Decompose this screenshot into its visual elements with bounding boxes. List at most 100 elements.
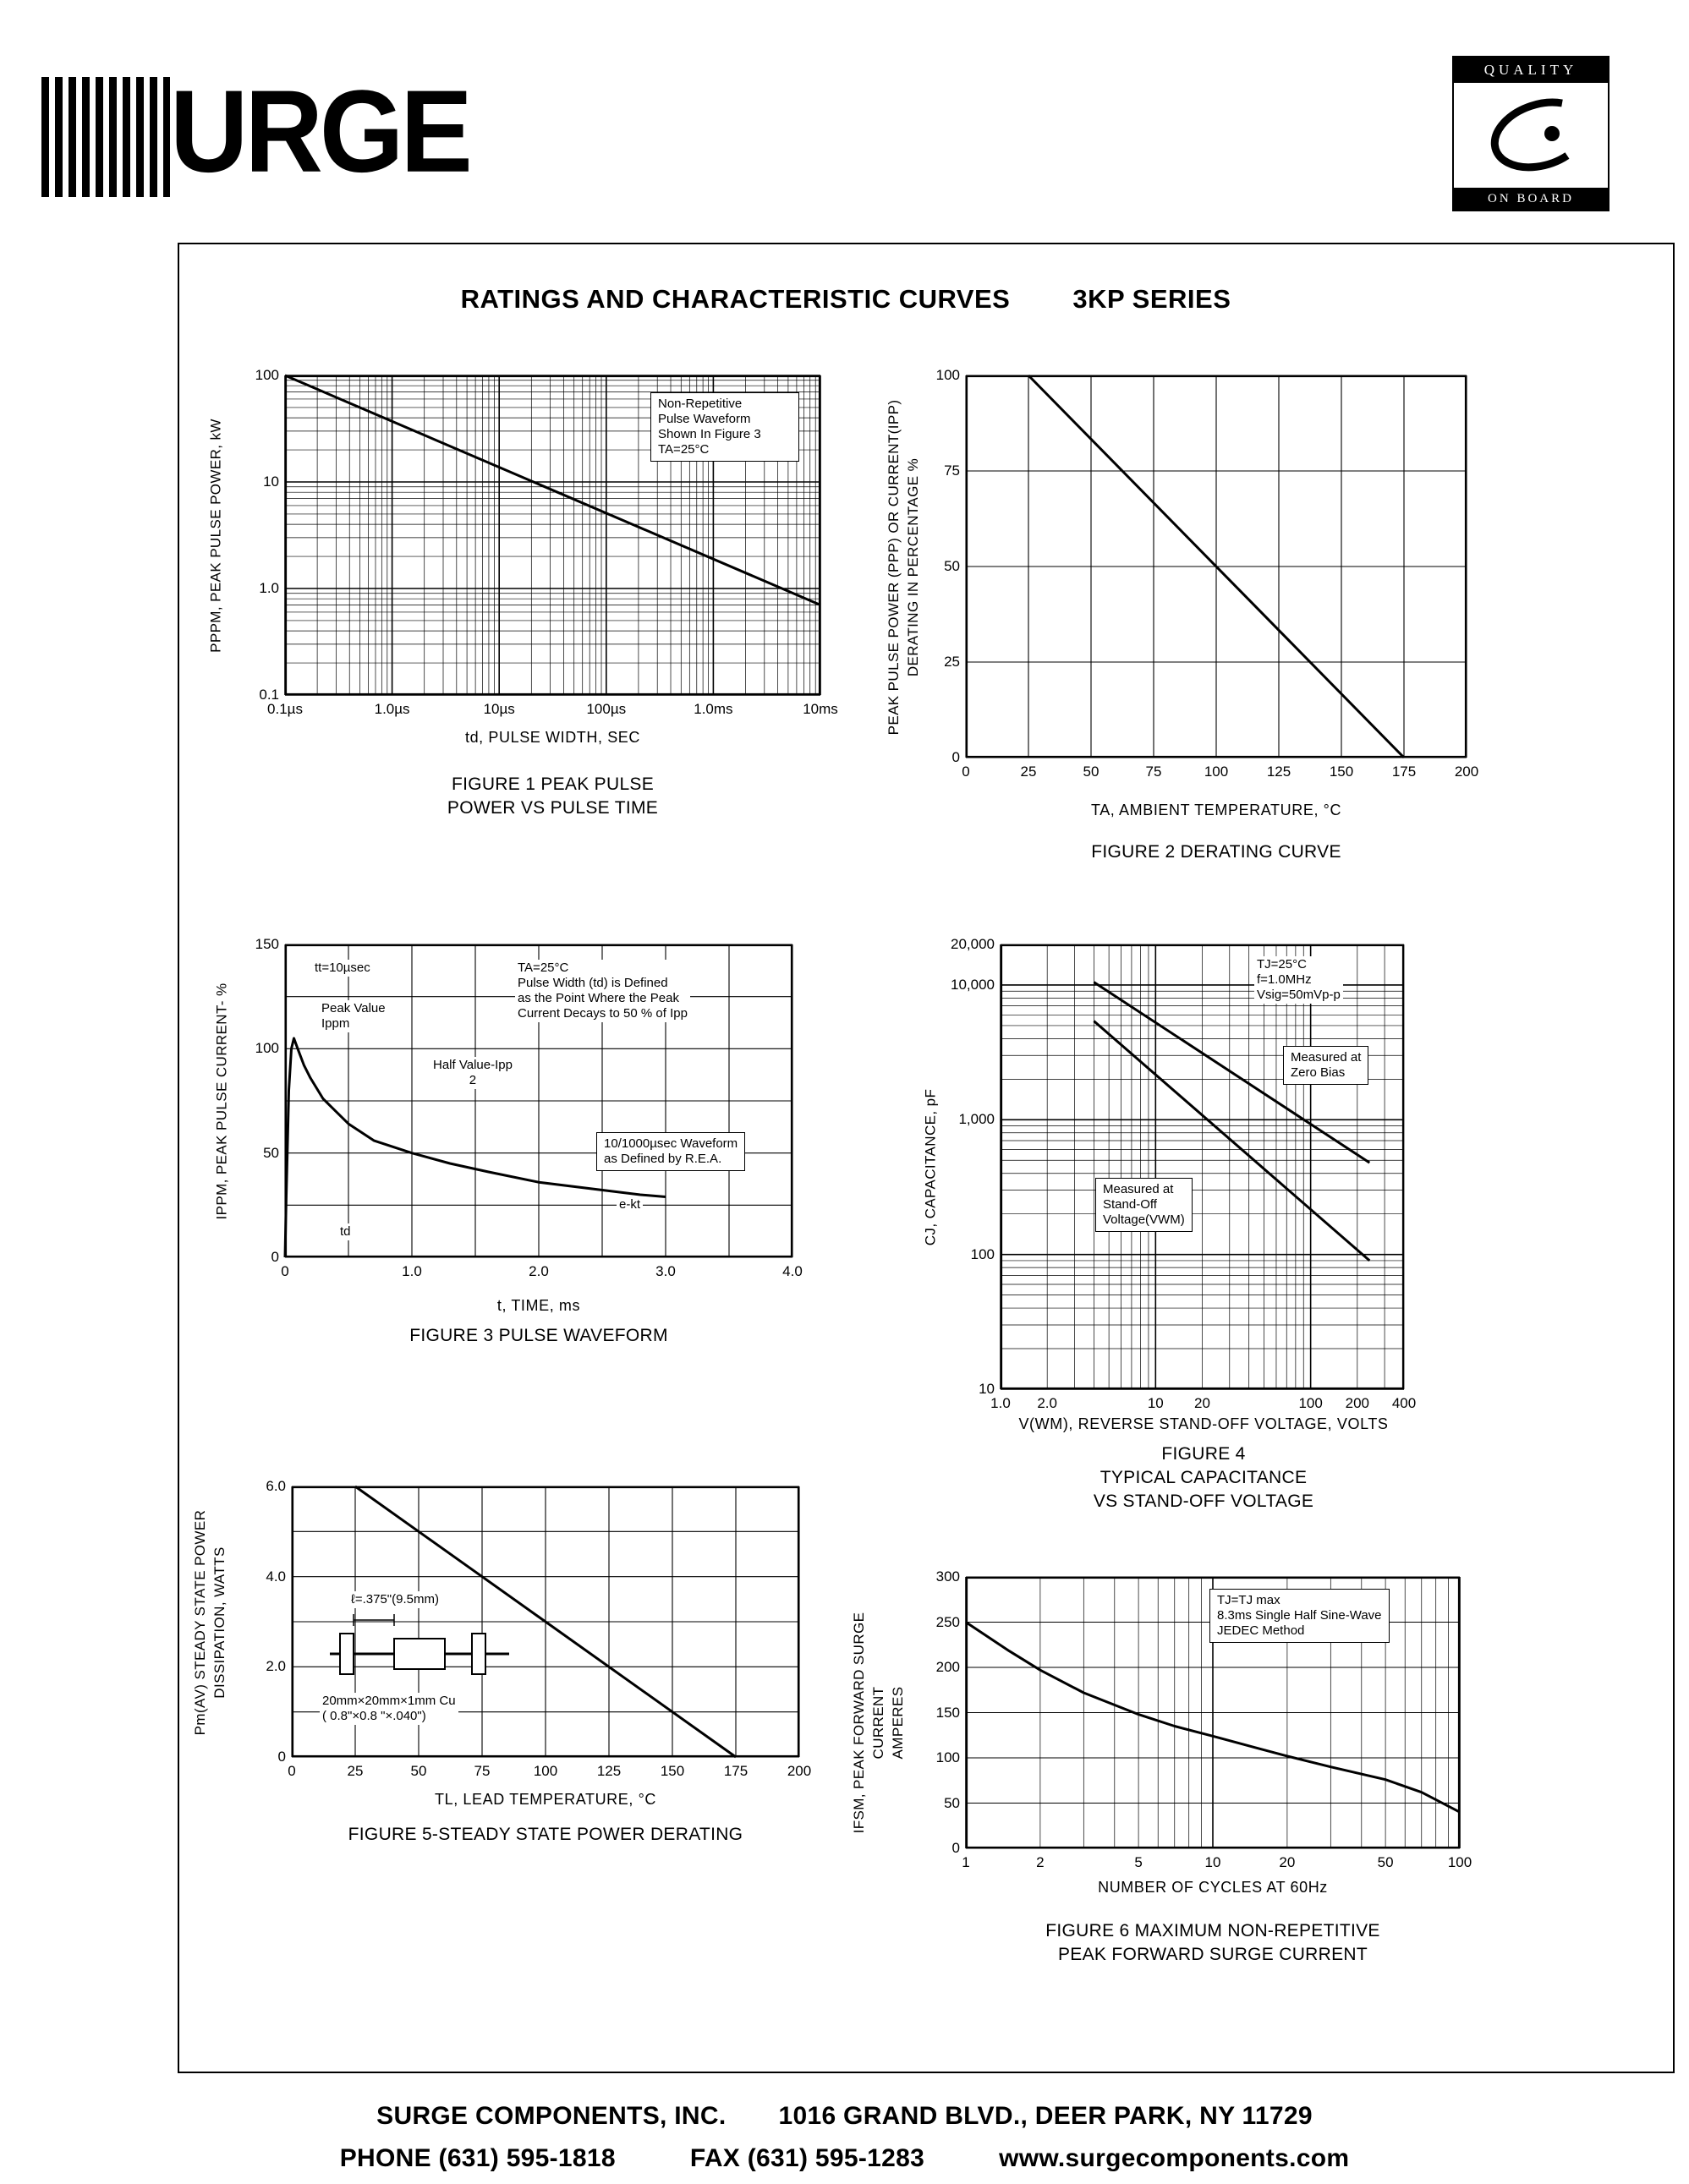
- figure5-caption: FIGURE 5-STEADY STATE POWER DERATING: [348, 1825, 743, 1844]
- x-tick-label: 1: [962, 1854, 970, 1870]
- figure6-plot: TJ=TJ max 8.3ms Single Half Sine-Wave JE…: [936, 1568, 1472, 1870]
- figure4-x-axis-label: V(WM), REVERSE STAND-OFF VOLTAGE, VOLTS: [1018, 1415, 1389, 1432]
- figure4-standoff-note: Measured at Stand-Off Voltage(VWM): [1095, 1178, 1193, 1232]
- content-border: [178, 243, 1675, 2073]
- figure1-condition-note: Non-Repetitive Pulse Waveform Shown In F…: [650, 392, 799, 462]
- x-tick-label: 150: [660, 1763, 685, 1779]
- y-tick-label: 300: [935, 1568, 960, 1585]
- x-tick-label: 50: [1083, 764, 1099, 780]
- y-tick-label: 1.0: [259, 580, 279, 596]
- cu-plate-label: 20mm×20mm×1mm Cu ( 0.8"×0.8 "×.040"): [320, 1693, 458, 1725]
- y-tick-label: 2.0: [266, 1658, 286, 1675]
- y-tick-label: 150: [935, 1704, 960, 1721]
- y-tick-label: 0: [271, 1249, 279, 1265]
- y-tick-label: 0: [951, 749, 960, 765]
- x-tick-label: 10: [1147, 1395, 1164, 1411]
- x-tick-label: 100: [1298, 1395, 1323, 1411]
- y-tick-label: 100: [970, 1245, 995, 1262]
- chart-canvas: [965, 374, 1467, 759]
- x-tick-label: 10µs: [483, 701, 515, 717]
- x-tick-label: 0: [962, 764, 970, 780]
- y-tick-label: 100: [255, 367, 279, 383]
- figure3-waveform-note: 10/1000µsec Waveform as Defined by R.E.A…: [596, 1132, 746, 1171]
- footer-address: 1016 GRAND BLVD., DEER PARK, NY 11729: [778, 2102, 1313, 2130]
- footer-phone: PHONE (631) 595-1818: [339, 2144, 616, 2172]
- figure3-caption: FIGURE 3 PULSE WAVEFORM: [409, 1326, 668, 1345]
- chart-canvas: [291, 1485, 800, 1759]
- data-series: [1093, 981, 1371, 1164]
- x-tick-label: 2: [1036, 1854, 1045, 1870]
- figure6-caption: FIGURE 6 MAXIMUM NON-REPETITIVE PEAK FOR…: [1045, 1921, 1380, 1964]
- x-tick-label: 50: [410, 1763, 427, 1779]
- quality-swoosh: [1454, 83, 1608, 188]
- figure3-ekt-label: e-kt: [617, 1196, 644, 1213]
- x-tick-label: 3.0: [655, 1263, 676, 1279]
- on-board-label: ON BOARD: [1454, 188, 1608, 211]
- x-tick-label: 0: [288, 1763, 296, 1779]
- title-ratings: RATINGS AND CHARACTERISTIC CURVES: [460, 284, 1011, 314]
- x-tick-label: 25: [1020, 764, 1037, 780]
- figure6-condition-note: TJ=TJ max 8.3ms Single Half Sine-Wave JE…: [1209, 1589, 1390, 1643]
- data-series: [965, 1621, 1461, 1814]
- figure5-x-axis-label: TL, LEAD TEMPERATURE, °C: [435, 1791, 656, 1808]
- figure1-caption: FIGURE 1 PEAK PULSE POWER VS PULSE TIME: [447, 775, 659, 818]
- x-tick-label: 0.1µs: [267, 701, 303, 717]
- x-tick-label: 2.0: [529, 1263, 549, 1279]
- x-tick-label: 1.0: [990, 1395, 1011, 1411]
- y-tick-label: 150: [255, 936, 279, 952]
- figure3-half-note: Half Value-Ipp 2: [430, 1057, 515, 1089]
- y-tick-label: 0: [277, 1749, 286, 1765]
- y-tick-label: 6.0: [266, 1478, 286, 1494]
- data-series: [354, 1485, 737, 1759]
- data-series: [1093, 1020, 1371, 1262]
- figure4-condition-note: TJ=25°C f=1.0MHz Vsig=50mVp-p: [1254, 956, 1343, 1004]
- x-tick-label: 1.0: [402, 1263, 422, 1279]
- x-tick-label: 0: [281, 1263, 289, 1279]
- page-title: RATINGS AND CHARACTERISTIC CURVES 3KP SE…: [254, 284, 1438, 315]
- x-tick-label: 10: [1204, 1854, 1221, 1870]
- y-tick-label: 10: [263, 473, 279, 490]
- chart-canvas: [284, 374, 821, 696]
- x-tick-label: 25: [347, 1763, 364, 1779]
- figure3-x-axis-label: t, TIME, ms: [496, 1297, 581, 1314]
- x-tick-label: 150: [1329, 764, 1354, 780]
- figure1-plot: Non-Repetitive Pulse Waveform Shown In F…: [255, 367, 838, 717]
- y-tick-label: 100: [935, 1749, 960, 1765]
- figure2-caption: FIGURE 2 DERATING CURVE: [1091, 842, 1341, 862]
- figure3-tt-note: tt=10µsec: [312, 960, 373, 977]
- x-tick-label: 100µs: [586, 701, 627, 717]
- quality-on-board-logo: QUALITY ON BOARD: [1452, 56, 1609, 211]
- swoosh-icon: [1490, 98, 1570, 172]
- footer-company: SURGE COMPONENTS, INC.: [376, 2102, 727, 2130]
- figure5-y-axis-label: Pm(AV) STEADY STATE POWER DISSIPATION, W…: [192, 1509, 228, 1736]
- figure2-y-axis-label: PEAK PULSE POWER (PPP) OR CURRENT(IPP) D…: [886, 399, 921, 736]
- x-tick-label: 2.0: [1037, 1395, 1057, 1411]
- chart-canvas: [1000, 944, 1405, 1390]
- y-tick-label: 75: [944, 463, 960, 479]
- x-tick-label: 50: [1377, 1854, 1394, 1870]
- quality-label: QUALITY: [1454, 57, 1608, 83]
- x-tick-label: 125: [596, 1763, 622, 1779]
- x-tick-label: 200: [1454, 764, 1479, 780]
- x-tick-label: 5: [1134, 1854, 1143, 1870]
- x-tick-label: 1.0µs: [374, 701, 410, 717]
- device-drawing: [330, 1614, 509, 1675]
- footer-line-2: PHONE (631) 595-1818 FAX (631) 595-1283 …: [0, 2144, 1689, 2173]
- y-tick-label: 20,000: [951, 936, 995, 952]
- y-tick-label: 10,000: [951, 976, 995, 993]
- footer-line-1: SURGE COMPONENTS, INC. 1016 GRAND BLVD.,…: [0, 2102, 1689, 2131]
- x-tick-label: 75: [474, 1763, 491, 1779]
- y-tick-label: 0: [951, 1840, 960, 1856]
- footer-website: www.surgecomponents.com: [999, 2144, 1350, 2172]
- device-dimension-inset: ℓ=.375"(9.5mm) 20mm×20mm×1mm Cu ( 0.8"×0…: [320, 1591, 529, 1735]
- figure4-zero-bias-note: Measured at Zero Bias: [1283, 1046, 1369, 1085]
- y-tick-label: 250: [935, 1613, 960, 1630]
- x-tick-label: 100: [1204, 764, 1229, 780]
- x-tick-label: 20: [1279, 1854, 1296, 1870]
- figure3-y-axis-label: IPPM, PEAK PULSE CURRENT- %: [213, 983, 230, 1220]
- x-tick-label: 4.0: [782, 1263, 803, 1279]
- y-tick-label: 200: [935, 1659, 960, 1675]
- figure3-td-label: td: [337, 1223, 354, 1240]
- data-series: [284, 374, 821, 606]
- x-tick-label: 175: [1391, 764, 1417, 780]
